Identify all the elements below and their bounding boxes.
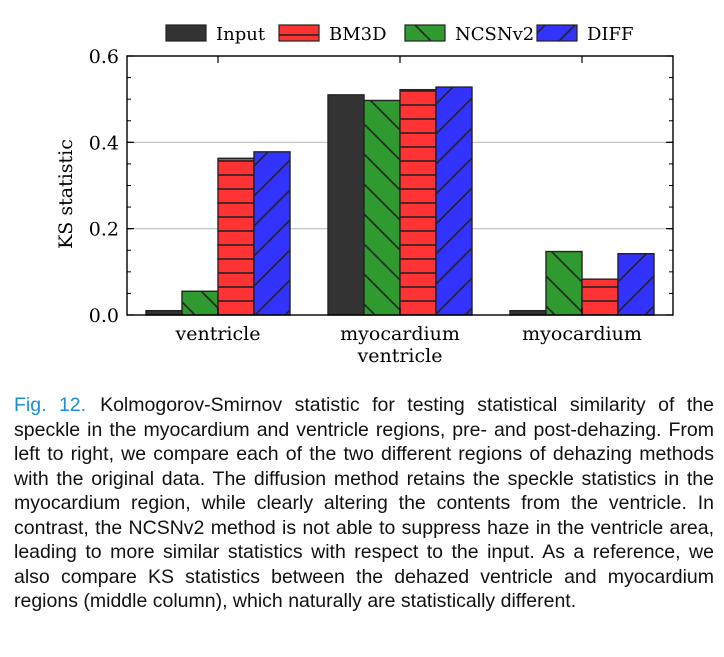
bar-hatch-bm3d [218,158,254,315]
ks-bar-chart: 0.0 0.2 0.4 0.6 ventricle myocardium ventricle… [55,24,674,367]
legend-label-ncsnv2: NCSNv2 [455,24,534,45]
plot-frame [126,55,674,316]
x-tick-label: ventricle [175,323,261,345]
legend-swatch-hatch [279,25,319,41]
x-tick-label: myocardium [522,323,642,345]
y-tick-label: 0.0 [89,305,119,327]
legend-label-diff: DIFF [587,24,634,45]
bar-hatch-ncsnv2 [364,100,400,315]
axes: 0.0 0.2 0.4 0.6 ventricle myocardium ventricle… [89,46,674,367]
bar-hatch-bm3d [400,89,436,315]
y-axis-label: KS statistic [55,139,77,249]
legend-swatch-input [165,24,207,42]
y-tick-label: 0.4 [89,132,119,154]
caption-text: Kolmogorov-Smirnov statistic for testing… [14,394,714,612]
bar-input [327,94,365,316]
x-tick-label: myocardium ventricle [340,323,460,367]
figure-caption: Fig. 12. Kolmogorov-Smirnov statistic for… [14,393,714,614]
legend-label-bm3d: BM3D [329,24,387,45]
legend-label-input: Input [216,24,266,45]
bar-hatch-diff [618,253,654,315]
legend: Input BM3D NCSNv2 DIFF [165,24,634,45]
bar-hatch-bm3d [582,279,618,315]
bar-hatch-diff [436,87,472,315]
y-tick-label: 0.2 [89,219,119,241]
chart-figure: 0.0 0.2 0.4 0.6 ventricle myocardium ventricle… [55,24,674,367]
legend-swatch-hatch [537,25,577,41]
bar-hatch-ncsnv2 [546,251,582,315]
legend-swatch-hatch [405,25,445,41]
bar-hatch-diff [254,151,290,315]
caption-label: Fig. 12. [14,394,87,416]
y-tick-label: 0.6 [89,46,119,68]
bars [145,86,655,316]
bar-hatch-ncsnv2 [182,291,218,315]
